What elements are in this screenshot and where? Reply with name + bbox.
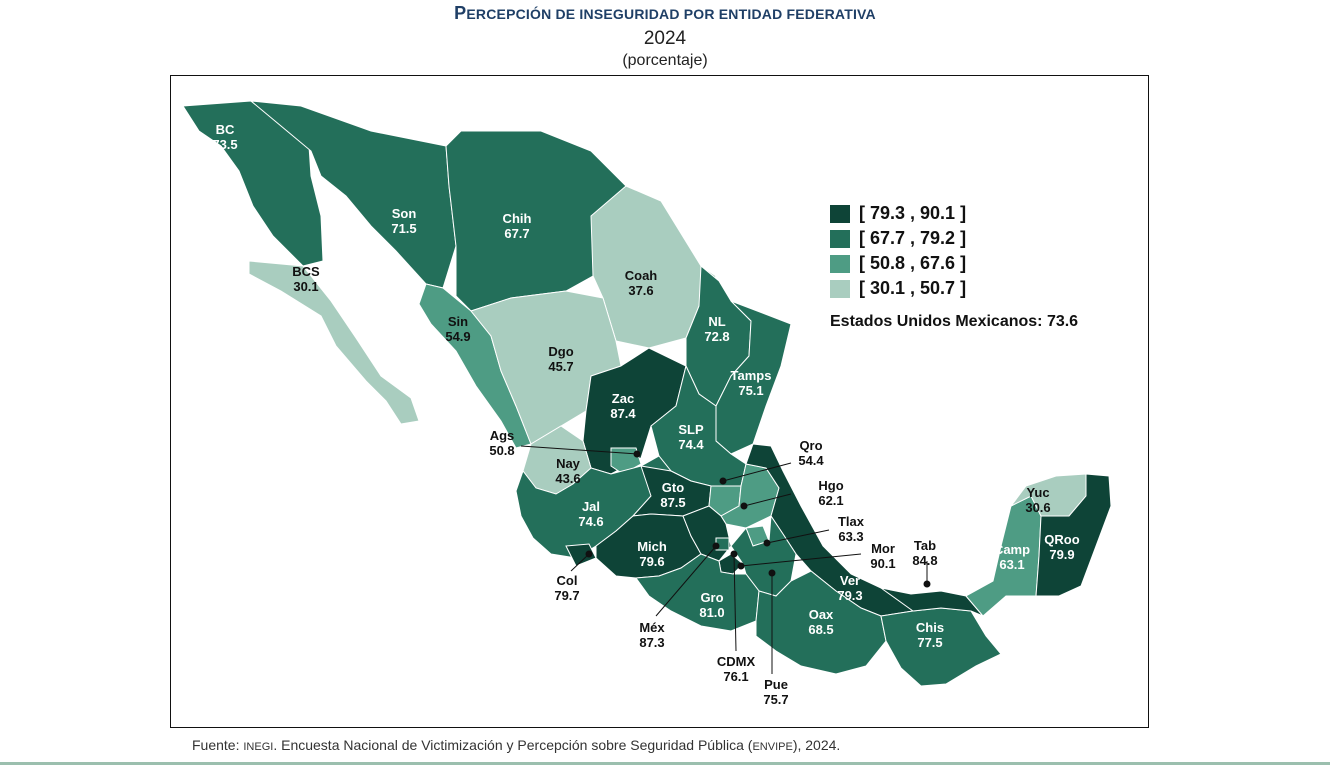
legend-item: [ 79.3 , 90.1 ] bbox=[830, 201, 966, 226]
label-chis: Chis 77.5 bbox=[915, 620, 945, 650]
label-mex: Méx 87.3 bbox=[639, 620, 665, 650]
marker-qro bbox=[719, 477, 727, 485]
label-tlax: Tlax 63.3 bbox=[837, 514, 865, 544]
leader-tlax bbox=[766, 529, 830, 544]
legend-label: [ 67.7 , 79.2 ] bbox=[859, 228, 967, 248]
legend-label: [ 50.8 , 67.6 ] bbox=[859, 253, 967, 273]
label-mich: Mich 79.6 bbox=[637, 539, 667, 569]
marker-mor bbox=[737, 562, 745, 570]
legend-swatch bbox=[830, 254, 850, 273]
label-mor: Mor 90.1 bbox=[870, 541, 896, 571]
leader-qro bbox=[722, 462, 792, 482]
legend-label: [ 30.1 , 50.7 ] bbox=[859, 278, 967, 298]
map-year: 2024 bbox=[643, 28, 687, 49]
leader-ags bbox=[520, 445, 638, 455]
label-bcs: BCS 30.1 bbox=[292, 264, 320, 294]
leader-col bbox=[570, 553, 590, 572]
legend-label: [ 79.3 , 90.1 ] bbox=[859, 203, 967, 223]
state-qroo bbox=[1035, 473, 1112, 597]
label-son: Son 71.5 bbox=[391, 206, 417, 236]
legend-swatch bbox=[830, 279, 850, 298]
label-jal: Jal 74.6 bbox=[578, 499, 604, 529]
leader-hgo bbox=[743, 493, 792, 507]
state-gro bbox=[635, 553, 760, 632]
label-nl: NL 72.8 bbox=[704, 314, 730, 344]
label-pue: Pue 75.7 bbox=[763, 677, 789, 707]
label-hgo: Hgo 62.1 bbox=[818, 478, 844, 508]
marker-ags bbox=[633, 450, 641, 458]
mexico-map bbox=[182, 100, 1112, 687]
marker-tab bbox=[923, 580, 931, 588]
legend-swatch bbox=[830, 204, 850, 223]
legend-swatch bbox=[830, 229, 850, 248]
national-average: Estados Unidos Mexicanos: 73.6 bbox=[830, 313, 1079, 330]
marker-pue bbox=[768, 569, 776, 577]
label-qro: Qro 54.4 bbox=[798, 438, 824, 468]
label-tab: Tab 84.8 bbox=[912, 538, 938, 568]
marker-cdmx bbox=[730, 550, 738, 558]
label-oax: Oax 68.5 bbox=[808, 607, 834, 637]
label-camp: Camp 63.1 bbox=[993, 542, 1031, 572]
map-frame: BC 73.5 Son 71.5 Chih 67.7 BCS 30.1 Coah 37.6… bbox=[170, 75, 1149, 728]
leader-cdmx bbox=[733, 553, 737, 652]
label-chih: Chih 67.7 bbox=[502, 211, 532, 241]
legend-item: [ 30.1 , 50.7 ] bbox=[830, 276, 966, 301]
label-ags: Ags 50.8 bbox=[489, 428, 515, 458]
state-chih bbox=[445, 130, 627, 312]
label-tamps: Tamps 75.1 bbox=[730, 368, 772, 398]
label-slp: SLP 74.4 bbox=[678, 422, 704, 452]
map-legend: [ 79.3 , 90.1 ] [ 67.7 , 79.2 ] [ 50.8 ,… bbox=[830, 201, 966, 301]
source-note: Fuente: INEGI. Encuesta Nacional de Vict… bbox=[192, 737, 841, 753]
label-gto: Gto 87.5 bbox=[660, 480, 686, 510]
label-qroo: QRoo 79.9 bbox=[1044, 532, 1080, 562]
label-dgo: Dgo 45.7 bbox=[548, 344, 574, 374]
label-sin: Sin 54.9 bbox=[445, 314, 471, 344]
leader-lines bbox=[520, 445, 931, 674]
map-title: PERCEPCIÓN DE INSEGURIDAD POR ENTIDAD FE… bbox=[454, 3, 876, 23]
leader-mex bbox=[655, 545, 717, 617]
label-bc: BC 73.5 bbox=[212, 122, 238, 152]
legend-item: [ 50.8 , 67.6 ] bbox=[830, 251, 966, 276]
leader-mor bbox=[740, 553, 862, 567]
label-cdmx: CDMX 76.1 bbox=[716, 654, 756, 684]
label-nay: Nay 43.6 bbox=[555, 456, 581, 486]
marker-hgo bbox=[740, 502, 748, 510]
label-coah: Coah 37.6 bbox=[624, 268, 658, 298]
label-zac: Zac 87.4 bbox=[610, 391, 636, 421]
label-col: Col 79.7 bbox=[554, 573, 580, 603]
marker-mex bbox=[712, 542, 720, 550]
marker-col bbox=[585, 550, 593, 558]
map-unit: (porcentaje) bbox=[622, 52, 708, 69]
marker-tlax bbox=[763, 539, 771, 547]
legend-item: [ 67.7 , 79.2 ] bbox=[830, 226, 966, 251]
label-yuc: Yuc 30.6 bbox=[1025, 485, 1051, 515]
state-bcs bbox=[248, 260, 420, 425]
label-gro: Gro 81.0 bbox=[699, 590, 725, 620]
label-ver: Ver 79.3 bbox=[837, 573, 863, 603]
bottom-rule bbox=[0, 762, 1330, 765]
